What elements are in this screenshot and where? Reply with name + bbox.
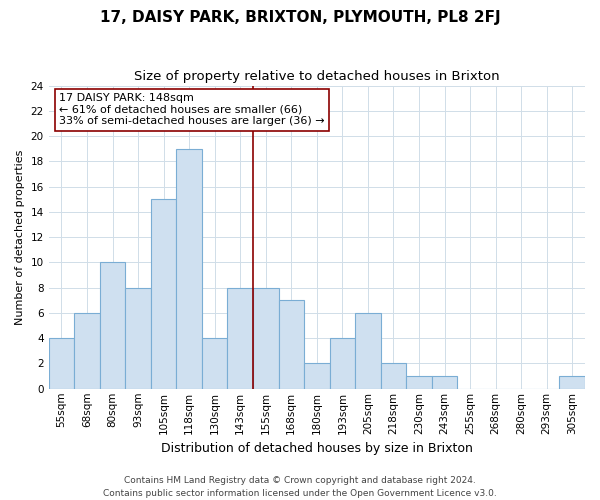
Bar [329, 338, 355, 389]
X-axis label: Distribution of detached houses by size in Brixton: Distribution of detached houses by size … [161, 442, 473, 455]
Bar [406, 376, 432, 389]
Y-axis label: Number of detached properties: Number of detached properties [15, 150, 25, 325]
Bar [125, 288, 151, 389]
Bar [432, 376, 457, 389]
Text: Contains HM Land Registry data © Crown copyright and database right 2024.
Contai: Contains HM Land Registry data © Crown c… [103, 476, 497, 498]
Text: 17 DAISY PARK: 148sqm
← 61% of detached houses are smaller (66)
33% of semi-deta: 17 DAISY PARK: 148sqm ← 61% of detached … [59, 93, 325, 126]
Title: Size of property relative to detached houses in Brixton: Size of property relative to detached ho… [134, 70, 500, 83]
Bar [380, 364, 406, 389]
Bar [49, 338, 74, 389]
Bar [176, 148, 202, 389]
Bar [304, 364, 329, 389]
Bar [202, 338, 227, 389]
Bar [355, 313, 380, 389]
Bar [151, 200, 176, 389]
Bar [74, 313, 100, 389]
Text: 17, DAISY PARK, BRIXTON, PLYMOUTH, PL8 2FJ: 17, DAISY PARK, BRIXTON, PLYMOUTH, PL8 2… [100, 10, 500, 25]
Bar [559, 376, 585, 389]
Bar [100, 262, 125, 389]
Bar [253, 288, 278, 389]
Bar [227, 288, 253, 389]
Bar [278, 300, 304, 389]
